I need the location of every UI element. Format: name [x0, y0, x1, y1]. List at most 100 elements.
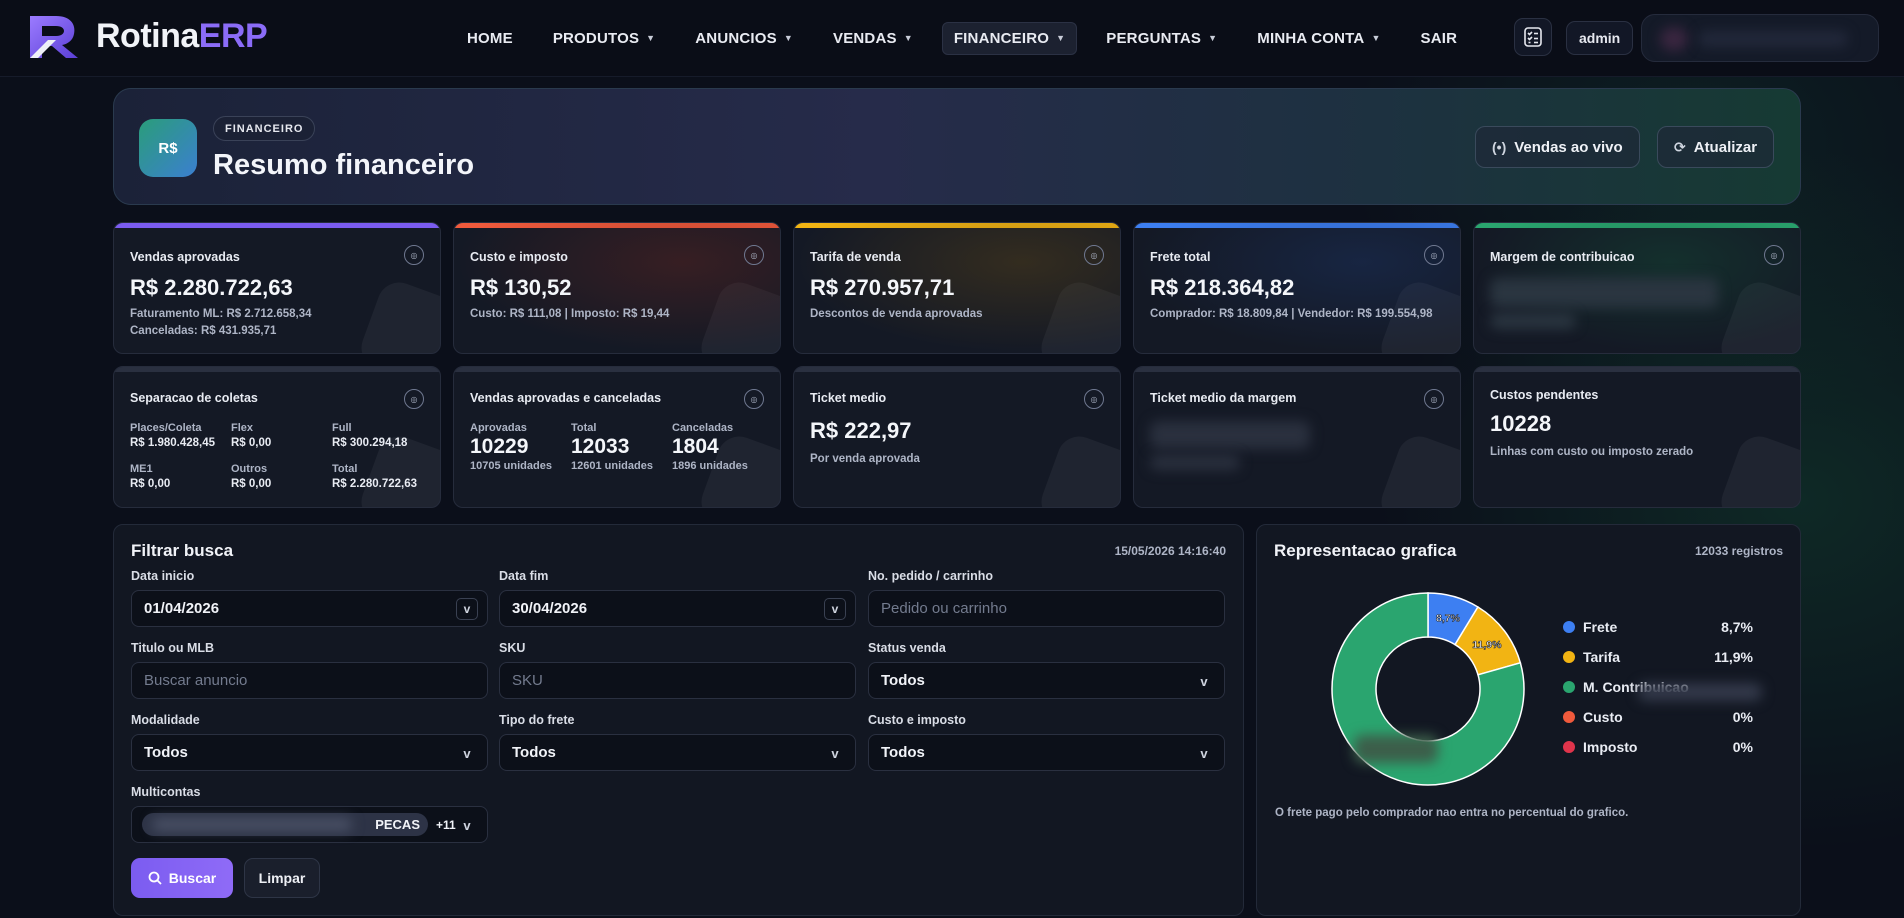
kpi-aprovadas-canceladas: Vendas aprovadas e canceladas ◎ Aprovada… — [453, 366, 781, 508]
redacted-value — [1150, 421, 1310, 449]
clear-button[interactable]: Limpar — [244, 858, 320, 898]
info-icon[interactable]: ◎ — [744, 245, 764, 265]
multicontas-label: Multicontas — [131, 785, 201, 799]
nav-financeiro[interactable]: FINANCEIRO ▼ — [941, 21, 1078, 55]
chevron-down-icon[interactable]: v — [824, 598, 846, 620]
top-navbar: RotinaERP HOME PRODUTOS ▼ ANUNCIOS ▼ VENDA… — [0, 0, 1904, 77]
donut-chart: 8,7% 11,9% — [1331, 592, 1525, 786]
donut-label-0: 8,7% — [1436, 613, 1461, 625]
redacted-chart-label — [1354, 735, 1438, 763]
kpi-frete-total: Frete total ◎ R$ 218.364,82 Comprador: R… — [1133, 222, 1461, 354]
legend-name: Custo — [1583, 709, 1623, 725]
redacted-legend-value — [1638, 683, 1762, 701]
chevron-down-icon[interactable]: v — [456, 598, 478, 620]
chevron-down-icon: ▼ — [646, 33, 656, 43]
page-title: Resumo financeiro — [213, 149, 475, 181]
legend-name: Frete — [1583, 619, 1618, 635]
chart-note: O frete pago pelo comprador nao entra no… — [1275, 807, 1629, 819]
account-selector[interactable] — [1641, 14, 1879, 62]
checklist-icon — [1524, 27, 1542, 47]
chart-panel: Representacao grafica 12033 registros — [1256, 524, 1801, 916]
custo-imposto-select[interactable]: Todos v — [868, 734, 1225, 771]
info-icon[interactable]: ◎ — [1084, 389, 1104, 409]
kpi-separacao-coletas: Separacao de coletas ◎ Places/Coleta R$ 1… — [113, 366, 441, 508]
currency-badge: R$ — [139, 119, 197, 177]
nav-vendas[interactable]: VENDAS ▼ — [832, 29, 913, 47]
legend-dot-icon — [1563, 711, 1575, 723]
info-icon[interactable]: ◎ — [744, 389, 764, 409]
nav-minha-conta[interactable]: MINHA CONTA ▼ — [1257, 29, 1381, 47]
redacted-sub — [1150, 455, 1240, 470]
chevron-down-icon: v — [463, 817, 471, 833]
titulo-input[interactable]: Buscar anuncio — [131, 662, 488, 699]
info-icon[interactable]: ◎ — [1084, 245, 1104, 265]
legend-item-4[interactable]: Imposto 0% — [1563, 738, 1753, 756]
multicontas-select[interactable]: PECAS +11 v — [131, 806, 488, 843]
kpi-ticket-medio: Ticket medio ◎ R$ 222,97 Por venda aprov… — [793, 366, 1121, 508]
pedido-input[interactable]: Pedido ou carrinho — [868, 590, 1225, 627]
sku-input[interactable]: SKU — [499, 662, 856, 699]
chevron-down-icon: ▼ — [783, 33, 793, 43]
status-select[interactable]: Todos v — [868, 662, 1225, 699]
titulo-label: Titulo ou MLB — [131, 641, 215, 655]
info-icon[interactable]: ◎ — [1764, 245, 1784, 265]
brand-logo[interactable]: RotinaERP — [26, 10, 268, 62]
chevron-down-icon: ▼ — [903, 33, 913, 43]
data-inicio-label: Data inicio — [131, 569, 195, 583]
page-header: R$ FINANCEIRO Resumo financeiro (•) Vend… — [113, 88, 1801, 205]
frete-select[interactable]: Todos v — [499, 734, 856, 771]
redacted-value — [1490, 278, 1718, 308]
info-icon[interactable]: ◎ — [1424, 245, 1444, 265]
chevron-down-icon: v — [463, 745, 471, 761]
info-icon[interactable]: ◎ — [404, 389, 424, 409]
legend-value: 0% — [1732, 709, 1753, 725]
live-sales-button[interactable]: (•) Vendas ao vivo — [1475, 126, 1640, 168]
checklist-button[interactable] — [1514, 18, 1552, 56]
legend-item-0[interactable]: Frete 8,7% — [1563, 618, 1753, 636]
data-inicio-input[interactable]: 01/04/2026 v — [131, 590, 488, 627]
account-chip[interactable]: PECAS — [142, 813, 428, 836]
search-button[interactable]: Buscar — [131, 858, 233, 898]
legend-item-3[interactable]: Custo 0% — [1563, 708, 1753, 726]
modalidade-select[interactable]: Todos v — [131, 734, 488, 771]
refresh-button[interactable]: ⟳ Atualizar — [1657, 126, 1775, 168]
main-nav: HOME PRODUTOS ▼ ANUNCIOS ▼ VENDAS ▼ FINANCE… — [456, 20, 1486, 56]
legend-dot-icon — [1563, 651, 1575, 663]
legend-name: Imposto — [1583, 739, 1638, 755]
legend-value: 0% — [1732, 739, 1753, 755]
kpi-ticket-medio-margem: Ticket medio da margem ◎ — [1133, 366, 1461, 508]
filter-panel: Filtrar busca 15/05/2026 14:16:40 — [113, 524, 1244, 916]
nav-perguntas[interactable]: PERGUNTAS ▼ — [1106, 29, 1218, 47]
logo-mark-icon — [26, 10, 90, 62]
donut-label-1: 11,9% — [1472, 639, 1502, 651]
nav-produtos[interactable]: PRODUTOS ▼ — [552, 29, 656, 47]
kpi-custos-pendentes: Custos pendentes 10228 Linhas com custo … — [1473, 366, 1801, 508]
kpi-margem-contribuicao: Margem de contribuicao ◎ — [1473, 222, 1801, 354]
refresh-icon: ⟳ — [1674, 138, 1686, 155]
chevron-down-icon: v — [831, 745, 839, 761]
brand-name: RotinaERP — [96, 16, 268, 55]
legend-value: 8,7% — [1721, 619, 1753, 635]
legend-dot-icon — [1563, 681, 1575, 693]
legend-value: 11,9% — [1714, 649, 1753, 665]
custo-imposto-label: Custo e imposto — [868, 713, 966, 727]
nav-anuncios[interactable]: ANUNCIOS ▼ — [695, 29, 793, 47]
nav-home[interactable]: HOME — [467, 29, 513, 47]
kpi-vendas-aprovadas: Vendas aprovadas ◎ R$ 2.280.722,63 Fatur… — [113, 222, 441, 354]
legend-item-1[interactable]: Tarifa 11,9% — [1563, 648, 1753, 666]
info-icon[interactable]: ◎ — [404, 245, 424, 265]
nav-sair[interactable]: SAIR — [1420, 29, 1458, 47]
chevron-down-icon: ▼ — [1208, 33, 1218, 43]
info-icon[interactable]: ◎ — [1424, 389, 1444, 409]
legend-dot-icon — [1563, 621, 1575, 633]
redacted-sub — [1490, 313, 1576, 329]
user-button[interactable]: admin — [1566, 21, 1634, 55]
sku-label: SKU — [499, 641, 526, 655]
chevron-down-icon: v — [1200, 673, 1208, 689]
data-fim-label: Data fim — [499, 569, 549, 583]
chevron-down-icon: v — [1200, 745, 1208, 761]
data-fim-input[interactable]: 30/04/2026 v — [499, 590, 856, 627]
broadcast-icon: (•) — [1492, 139, 1507, 155]
kpi-tarifa-venda: Tarifa de venda ◎ R$ 270.957,71 Desconto… — [793, 222, 1121, 354]
more-accounts-count: +11 — [436, 817, 456, 832]
